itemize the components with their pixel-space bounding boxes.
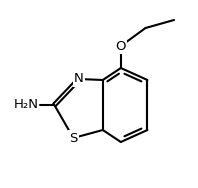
Text: H₂N: H₂N (13, 99, 38, 111)
Text: S: S (69, 131, 78, 145)
Text: N: N (74, 73, 84, 86)
Text: O: O (116, 39, 126, 52)
